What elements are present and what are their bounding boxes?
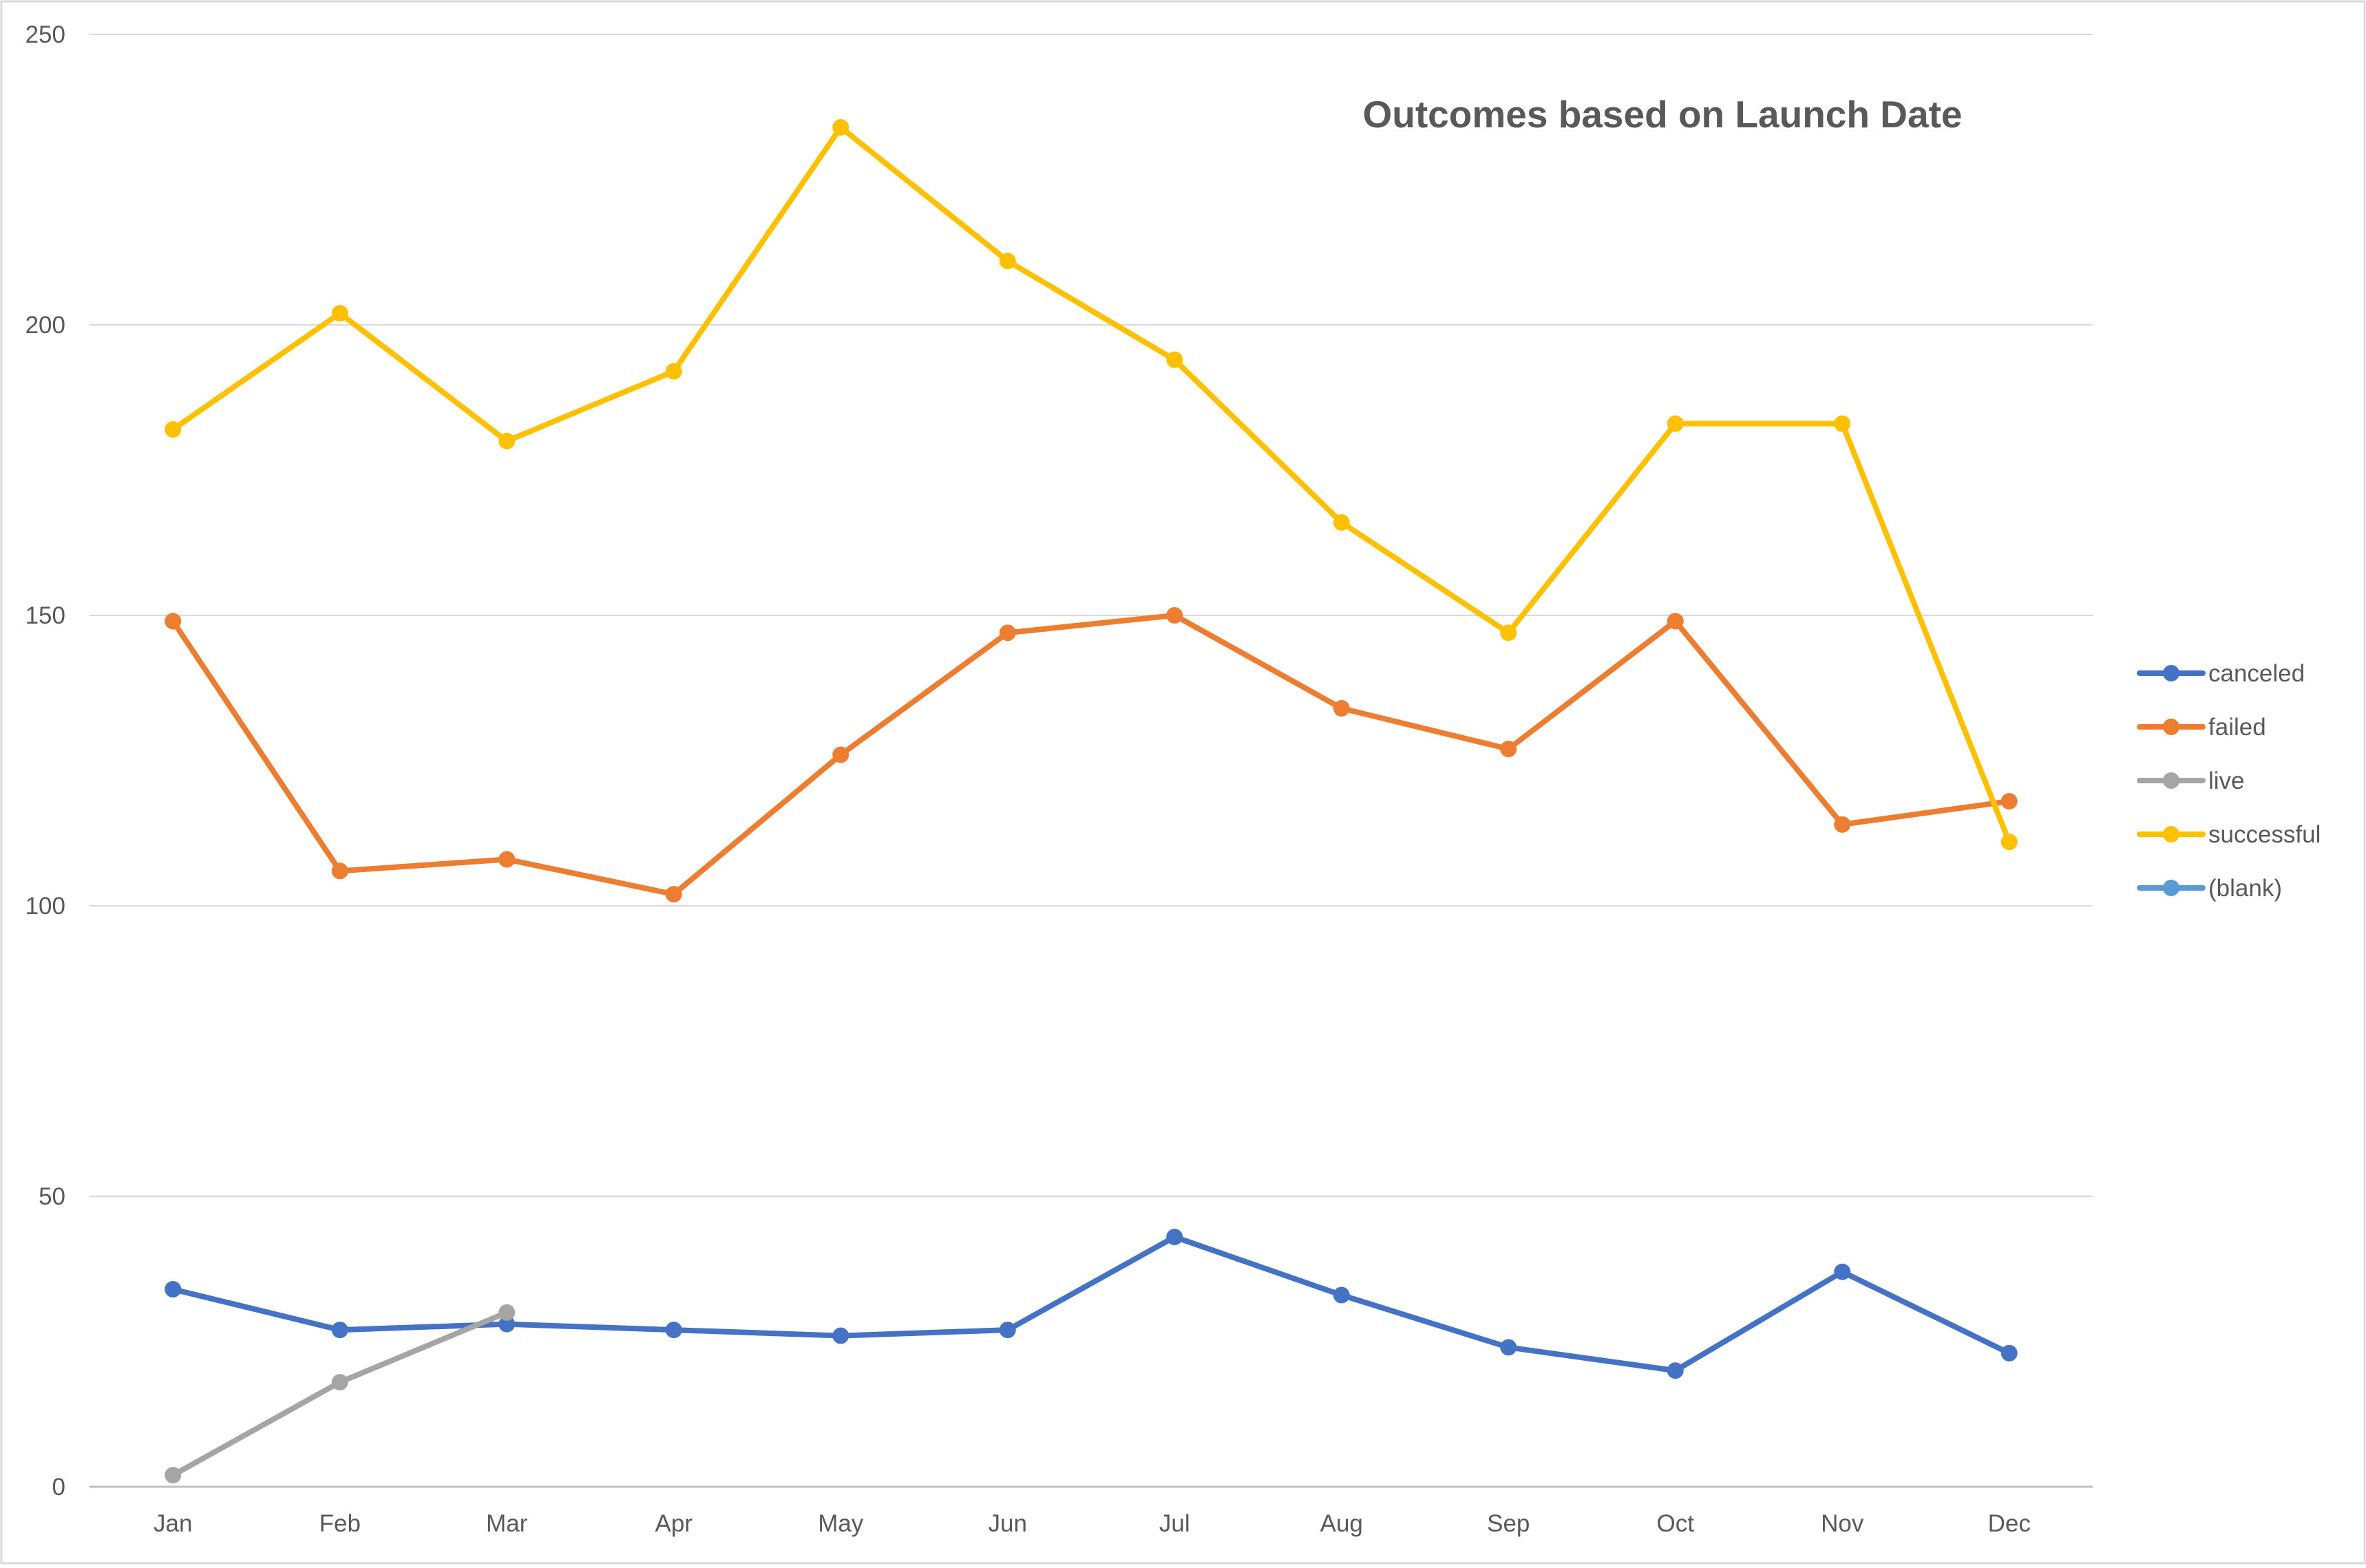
data-point <box>2000 793 2018 810</box>
y-axis-ticks: 0 50 100 150 200 250 <box>25 21 65 1501</box>
legend-item: live <box>2137 767 2245 794</box>
data-point <box>1333 700 1350 717</box>
x-tick-label: Apr <box>655 1510 693 1537</box>
data-point <box>1333 1286 1350 1304</box>
data-point <box>999 624 1016 642</box>
data-point <box>165 1281 182 1298</box>
data-point <box>498 1315 516 1333</box>
legend-marker <box>2163 719 2179 735</box>
x-tick-label: Feb <box>319 1510 361 1537</box>
data-point <box>1500 624 1517 642</box>
data-point <box>1667 1362 1684 1379</box>
y-tick-label: 200 <box>25 312 65 339</box>
data-point <box>331 1322 348 1339</box>
data-point <box>1166 351 1183 368</box>
x-tick-label: May <box>818 1510 864 1537</box>
legend-item: failed <box>2137 714 2266 741</box>
y-tick-label: 250 <box>25 21 65 48</box>
chart-title: Outcomes based on Launch Date <box>1362 93 1962 136</box>
x-tick-label: Aug <box>1320 1510 1363 1537</box>
data-point <box>1667 613 1684 630</box>
data-point <box>165 1467 182 1484</box>
x-axis-ticks: Jan Feb Mar Apr May Jun Jul Aug Sep Oct Nov Dec <box>154 1510 2031 1537</box>
y-tick-label: 100 <box>25 893 65 920</box>
data-point <box>331 305 348 322</box>
legend-label: successful <box>2208 821 2321 848</box>
data-point <box>165 613 182 630</box>
data-point <box>1333 513 1350 531</box>
legend-marker <box>2163 880 2179 896</box>
x-tick-label: Mar <box>486 1510 528 1537</box>
legend: canceled failed live successful (blank) <box>2137 660 2321 902</box>
legend-marker <box>2163 665 2179 681</box>
data-point <box>2000 834 2018 851</box>
data-point <box>1166 1229 1183 1246</box>
legend-item: (blank) <box>2137 875 2282 902</box>
x-tick-label: Dec <box>1988 1510 2031 1537</box>
x-tick-label: Jun <box>989 1510 1027 1537</box>
series-live <box>165 1304 516 1484</box>
data-point <box>1166 607 1183 624</box>
y-tick-label: 0 <box>52 1474 65 1501</box>
data-point <box>498 1304 516 1321</box>
legend-label: live <box>2208 767 2245 794</box>
series-group <box>165 119 2018 1484</box>
data-point <box>331 1374 348 1391</box>
y-tick-label: 150 <box>25 602 65 629</box>
legend-label: canceled <box>2208 660 2305 687</box>
data-point <box>1834 415 1851 432</box>
data-point <box>665 886 682 903</box>
legend-item: canceled <box>2137 660 2305 687</box>
data-point <box>331 862 348 880</box>
legend-marker <box>2163 826 2179 843</box>
gridlines <box>89 34 2093 1488</box>
data-point <box>1834 1263 1851 1280</box>
data-point <box>832 746 849 763</box>
data-point <box>165 421 182 438</box>
data-point <box>1834 816 1851 833</box>
data-point <box>832 1327 849 1344</box>
legend-label: (blank) <box>2208 875 2282 902</box>
legend-item: successful <box>2137 821 2321 848</box>
y-tick-label: 50 <box>39 1183 65 1210</box>
data-point <box>1667 415 1684 432</box>
data-point <box>665 363 682 380</box>
series-line <box>170 613 2012 898</box>
data-point <box>999 1322 1016 1339</box>
data-point <box>1500 1339 1517 1356</box>
data-point <box>1500 741 1517 758</box>
x-tick-label: Nov <box>1821 1510 1864 1537</box>
x-tick-label: Jan <box>154 1510 192 1537</box>
series-line <box>170 125 2012 845</box>
legend-label: failed <box>2208 714 2266 741</box>
series-failed <box>165 607 2018 903</box>
legend-marker <box>2163 772 2179 789</box>
data-point <box>665 1322 682 1339</box>
series-successful <box>165 119 2018 851</box>
data-point <box>498 432 516 449</box>
data-point <box>832 119 849 136</box>
x-tick-label: Oct <box>1657 1510 1695 1537</box>
data-point <box>999 253 1016 270</box>
data-point <box>2000 1344 2018 1362</box>
data-point <box>498 851 516 868</box>
x-tick-label: Jul <box>1159 1510 1190 1537</box>
x-tick-label: Sep <box>1487 1510 1530 1537</box>
